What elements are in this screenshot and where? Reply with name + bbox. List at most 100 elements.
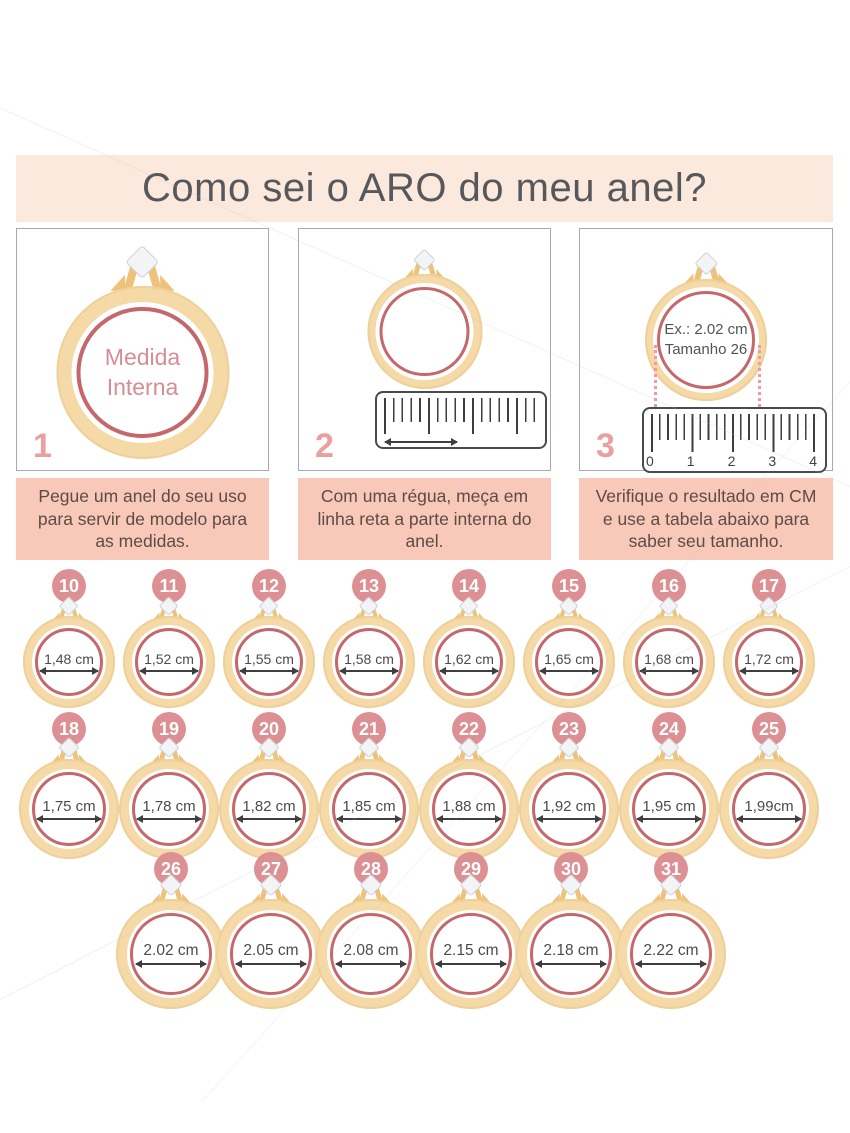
ring-measure: 1,55 cm: [244, 651, 294, 668]
ring-measure: 1,85 cm: [342, 798, 396, 815]
measure-arrow-icon: [38, 666, 100, 675]
size-table-item: 13 1,58 cm: [319, 569, 419, 708]
size-table-item: 16 1,68 cm: [619, 569, 719, 708]
ring-illustration: 2.08 cm: [316, 874, 426, 1009]
ring-measure: 1,68 cm: [644, 651, 694, 668]
ring-illustration: 1,55 cm: [223, 596, 315, 708]
ring-crown: [648, 874, 694, 906]
ring-crown: [648, 736, 690, 766]
ring-measure: 1,75 cm: [42, 798, 96, 815]
step-number: 3: [596, 427, 615, 465]
ruler-illustration: [375, 391, 547, 449]
measure-arrow-icon: [36, 814, 102, 823]
size-table-item: 26 2.02 cm: [116, 852, 226, 1009]
ring-measure: 2.08 cm: [343, 942, 399, 960]
size-table-item: 23 1,92 cm: [519, 712, 619, 859]
measure-arrow-icon: [636, 814, 702, 823]
size-table-item: 14 1,62 cm: [419, 569, 519, 708]
ring-measure: 1,65 cm: [544, 651, 594, 668]
measure-arrow-icon: [434, 959, 508, 968]
ring-example-text: Ex.: 2.02 cm Tamanho 26: [664, 320, 748, 358]
ring-illustration: 1,58 cm: [323, 596, 415, 708]
ring-illustration: 2.15 cm: [416, 874, 526, 1009]
ruler-numbers: 0 1 2 3 4: [646, 453, 817, 469]
ring-crown: [448, 736, 490, 766]
size-table-item: 11 1,52 cm: [119, 569, 219, 708]
ring-illustration: 1,75 cm: [19, 736, 119, 859]
ring-illustration: 1,62 cm: [423, 596, 515, 708]
size-table-item: 18 1,75 cm: [19, 712, 119, 859]
measure-arrow-icon: [236, 814, 302, 823]
size-badge: 17: [752, 569, 786, 603]
ring-crown: [548, 736, 590, 766]
measure-arrow-icon: [134, 959, 208, 968]
ring-crown: [348, 736, 390, 766]
ring-crown: [248, 874, 294, 906]
ring-crown: [50, 596, 89, 623]
step-1-box: Medida Interna 1: [16, 228, 269, 471]
ring-crown: [450, 596, 489, 623]
measure-arrow-icon: [338, 666, 400, 675]
measure-arrow-icon: [536, 814, 602, 823]
size-table-item: 30 2.18 cm: [516, 852, 626, 1009]
size-table-row-3: 26 2.02 cm 27: [116, 852, 726, 1009]
ring-illustration: 2.05 cm: [216, 874, 326, 1009]
size-badge: 31: [654, 852, 688, 886]
ring-measure: 2.05 cm: [243, 942, 299, 960]
size-table-item: 25 1,99cm: [719, 712, 819, 859]
ring-illustration: 1,52 cm: [123, 596, 215, 708]
size-table-item: 19 1,78 cm: [119, 712, 219, 859]
size-table-item: 10 1,48 cm: [19, 569, 119, 708]
page-title: Como sei o ARO do meu anel?: [16, 155, 833, 222]
ring-measure: 1,48 cm: [44, 651, 94, 668]
size-table-item: 24 1,95 cm: [619, 712, 719, 859]
size-table-item: 12 1,55 cm: [219, 569, 319, 708]
guide-dotted-line: [654, 345, 657, 407]
step-number: 1: [33, 427, 52, 465]
ring-illustration: Ex.: 2.02 cm Tamanho 26: [645, 251, 767, 401]
measure-arrow-icon: [638, 666, 700, 675]
measure-arrow-icon: [334, 959, 408, 968]
ring-illustration: 1,85 cm: [319, 736, 419, 859]
size-table-item: 15 1,65 cm: [519, 569, 619, 708]
step-3-box: Ex.: 2.02 cm Tamanho 26 0 1 2 3 4 3: [579, 228, 833, 473]
size-table-item: 20 1,82 cm: [219, 712, 319, 859]
ring-illustration: 2.22 cm: [616, 874, 726, 1009]
size-table-row-1: 10 1,48 cm 11: [19, 569, 819, 708]
ring-crown: [350, 596, 389, 623]
ring-illustration: 2.18 cm: [516, 874, 626, 1009]
ring-measure: 1,78 cm: [142, 798, 196, 815]
ring-illustration: 1,95 cm: [619, 736, 719, 859]
ring-illustration: 1,48 cm: [23, 596, 115, 708]
ring-crown: [650, 596, 689, 623]
size-badge: 20: [252, 712, 286, 746]
ring-crown: [148, 874, 194, 906]
measure-arrow-icon: [138, 666, 200, 675]
measure-arrow-icon: [738, 666, 800, 675]
ring-measure: 1,52 cm: [144, 651, 194, 668]
ring-crown: [400, 248, 448, 282]
ring-measure: 1,99cm: [744, 798, 794, 815]
ring-measure: 1,88 cm: [442, 798, 496, 815]
measure-arrow-icon: [534, 959, 608, 968]
step-2-box: 2: [298, 228, 551, 471]
ring-measure: 1,72 cm: [744, 651, 794, 668]
ring-measure: 2.15 cm: [443, 942, 499, 960]
ring-crown: [348, 874, 394, 906]
ring-illustration: 1,68 cm: [623, 596, 715, 708]
size-badge: 25: [752, 712, 786, 746]
step-3-caption: Verifique o resultado em CM e use a tabe…: [579, 478, 833, 560]
ring-illustration: [367, 248, 482, 389]
measure-arrow-icon: [438, 666, 500, 675]
ring-illustration: 1,82 cm: [219, 736, 319, 859]
ring-crown: [48, 736, 90, 766]
ruler-illustration: 0 1 2 3 4: [642, 407, 827, 473]
size-table-item: 27 2.05 cm: [216, 852, 326, 1009]
ring-crown: [548, 874, 594, 906]
step-2-caption: Com uma régua, meça em linha reta a part…: [298, 478, 551, 560]
measure-arrow-icon: [384, 437, 458, 446]
measure-arrow-icon: [336, 814, 402, 823]
size-table-item: 22 1,88 cm: [419, 712, 519, 859]
measure-arrow-icon: [634, 959, 708, 968]
